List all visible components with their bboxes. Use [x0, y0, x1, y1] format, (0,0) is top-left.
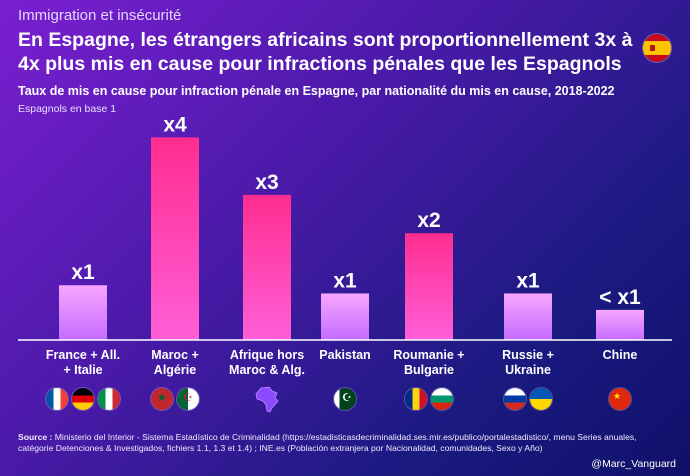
- data-label-5: x1: [516, 269, 540, 292]
- flags-row: ★ ☪ ☪ ★: [0, 386, 690, 418]
- flag-chine-icon: ★: [609, 388, 631, 410]
- flag-italie-icon: [98, 388, 120, 410]
- source-label: Source :: [18, 432, 53, 442]
- header: Immigration et insécurité En Espagne, le…: [18, 6, 638, 76]
- bars-layer: x1 France + All.+ Italie x4 Maroc +Algérie x…: [46, 113, 644, 377]
- category-label-6-0: Chine: [603, 348, 638, 362]
- chart-subtitle: Taux de mis en cause pour infraction pén…: [18, 84, 615, 98]
- flag-france-icon: [46, 388, 68, 410]
- category-label-5-0: Russie +: [502, 348, 554, 362]
- spain-flag-icon: [643, 34, 671, 62]
- category-label-0-1: + Italie: [63, 363, 102, 377]
- data-label-0: x1: [71, 261, 95, 284]
- bar-6: [596, 309, 644, 340]
- flag-ukraine-icon: [530, 388, 552, 410]
- category-label-3-0: Pakistan: [319, 348, 370, 362]
- data-label-6: < x1: [599, 286, 641, 309]
- flag-roumanie-icon: [405, 388, 427, 410]
- flag-russie-icon: [504, 388, 526, 410]
- bar-1: [151, 137, 199, 340]
- data-label-2: x3: [255, 171, 278, 194]
- title-line-2: 4x plus mis en cause pour infractions pé…: [18, 53, 622, 75]
- chart-title: En Espagne, les étrangers africains sont…: [18, 28, 638, 76]
- flag-maroc-icon: ★: [151, 388, 173, 410]
- category-label-4-1: Bulgarie: [404, 363, 454, 377]
- flag-algrie-icon: ☪: [177, 388, 199, 410]
- category-label-4-0: Roumanie +: [393, 348, 464, 362]
- category-label-0-0: France + All.: [46, 348, 120, 362]
- data-label-4: x2: [417, 209, 440, 232]
- category-label-5-1: Ukraine: [505, 363, 551, 377]
- bar-4: [405, 233, 453, 340]
- category-label-1-0: Maroc +: [151, 348, 199, 362]
- bar-3: [321, 293, 369, 340]
- kicker: Immigration et insécurité: [18, 7, 182, 24]
- flag-allemagne-icon: [72, 388, 94, 410]
- flag-bulgarie-icon: [431, 388, 453, 410]
- bar-0: [59, 285, 107, 340]
- africa-map-icon: [255, 386, 279, 413]
- category-label-2-1: Maroc & Alg.: [229, 363, 305, 377]
- unit-note: Espagnols en base 1: [18, 103, 117, 115]
- title-line-1: En Espagne, les étrangers africains sont…: [18, 29, 633, 51]
- source-note: Source : Ministerio del Interior - Siste…: [18, 432, 658, 454]
- category-label-1-1: Algérie: [154, 363, 196, 377]
- bar-chart: x1 France + All.+ Italie x4 Maroc +Algérie x…: [46, 113, 644, 377]
- author-handle: @Marc_Vanguard: [591, 458, 676, 470]
- category-label-2-0: Afrique hors: [230, 348, 304, 362]
- data-label-1: x4: [163, 113, 187, 136]
- bar-5: [504, 293, 552, 340]
- flag-pakistan-icon: ☪: [334, 388, 356, 410]
- data-label-3: x1: [333, 269, 357, 292]
- source-text: Ministerio del Interior - Sistema Estadí…: [18, 432, 637, 453]
- bar-2: [243, 194, 291, 340]
